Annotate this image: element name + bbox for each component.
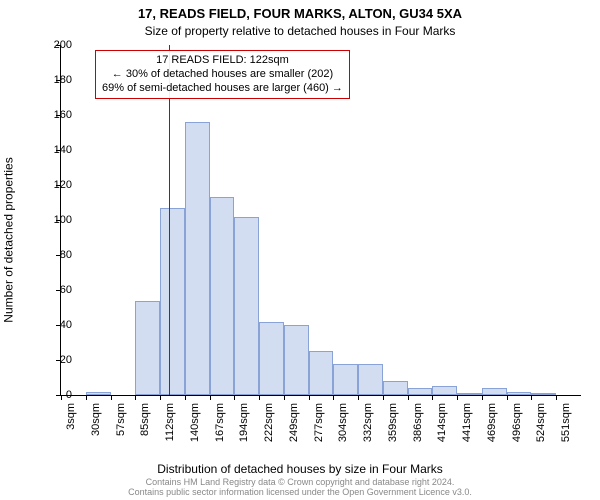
x-tick-label: 140sqm: [189, 403, 201, 442]
histogram-bar: [482, 388, 507, 395]
x-tick-label: 3sqm: [65, 403, 77, 430]
y-tick-label: 20: [32, 354, 72, 366]
x-tick-label: 277sqm: [313, 403, 325, 442]
x-tick-label: 332sqm: [362, 403, 374, 442]
y-tick-label: 160: [32, 109, 72, 121]
annotation-line1: 17 READS FIELD: 122sqm: [102, 54, 343, 68]
y-tick-label: 80: [32, 249, 72, 261]
y-tick-label: 40: [32, 319, 72, 331]
x-tick-label: 469sqm: [486, 403, 498, 442]
attribution-line1: Contains HM Land Registry data © Crown c…: [146, 477, 455, 487]
x-tick-label: 30sqm: [90, 403, 102, 436]
x-tick-label: 414sqm: [436, 403, 448, 442]
histogram-bar: [185, 122, 210, 395]
plot-area: 3sqm30sqm57sqm85sqm112sqm140sqm167sqm194…: [60, 45, 581, 396]
chart-container: 17, READS FIELD, FOUR MARKS, ALTON, GU34…: [0, 0, 600, 500]
x-tick-label: 167sqm: [214, 403, 226, 442]
x-tick-label: 85sqm: [139, 403, 151, 436]
histogram-bar: [309, 351, 334, 395]
histogram-bar: [86, 392, 111, 396]
x-tick-label: 524sqm: [535, 403, 547, 442]
x-tick-label: 194sqm: [238, 403, 250, 442]
y-tick-label: 60: [32, 284, 72, 296]
histogram-bar: [408, 388, 433, 395]
histogram-bar: [457, 393, 482, 395]
annotation-line2: ← 30% of detached houses are smaller (20…: [102, 68, 343, 82]
attribution-line2: Contains public sector information licen…: [128, 487, 472, 497]
histogram-bar: [259, 322, 284, 396]
x-tick-label: 57sqm: [115, 403, 127, 436]
histogram-bar: [284, 325, 309, 395]
histogram-bar: [333, 364, 358, 396]
y-tick-label: 0: [32, 389, 72, 401]
x-tick-label: 222sqm: [263, 403, 275, 442]
histogram-bar: [531, 393, 556, 395]
histogram-bar: [358, 364, 383, 396]
x-tick-label: 249sqm: [288, 403, 300, 442]
x-tick-label: 359sqm: [387, 403, 399, 442]
histogram-bar: [210, 197, 235, 395]
x-tick-label: 112sqm: [164, 403, 176, 441]
y-tick-label: 140: [32, 144, 72, 156]
histogram-bar: [432, 386, 457, 395]
attribution-text: Contains HM Land Registry data © Crown c…: [0, 478, 600, 498]
annotation-box: 17 READS FIELD: 122sqm ← 30% of detached…: [95, 50, 350, 99]
histogram-bar: [160, 208, 185, 395]
chart-subtitle: Size of property relative to detached ho…: [0, 24, 600, 38]
y-tick-label: 100: [32, 214, 72, 226]
histogram-bar: [135, 301, 160, 396]
y-tick-label: 120: [32, 179, 72, 191]
histogram-bar: [234, 217, 259, 396]
histogram-bar: [383, 381, 408, 395]
y-tick-label: 180: [32, 74, 72, 86]
x-tick-label: 441sqm: [461, 403, 473, 442]
annotation-line3: 69% of semi-detached houses are larger (…: [102, 82, 343, 96]
histogram-bar: [507, 392, 532, 396]
x-tick-label: 304sqm: [337, 403, 349, 442]
y-axis-label: Number of detached properties: [1, 157, 15, 322]
x-axis-label: Distribution of detached houses by size …: [0, 462, 600, 476]
x-tick-label: 386sqm: [412, 403, 424, 442]
x-tick-label: 496sqm: [511, 403, 523, 442]
chart-title-address: 17, READS FIELD, FOUR MARKS, ALTON, GU34…: [0, 6, 600, 21]
x-tick-label: 551sqm: [560, 403, 572, 442]
y-tick-label: 200: [32, 39, 72, 51]
